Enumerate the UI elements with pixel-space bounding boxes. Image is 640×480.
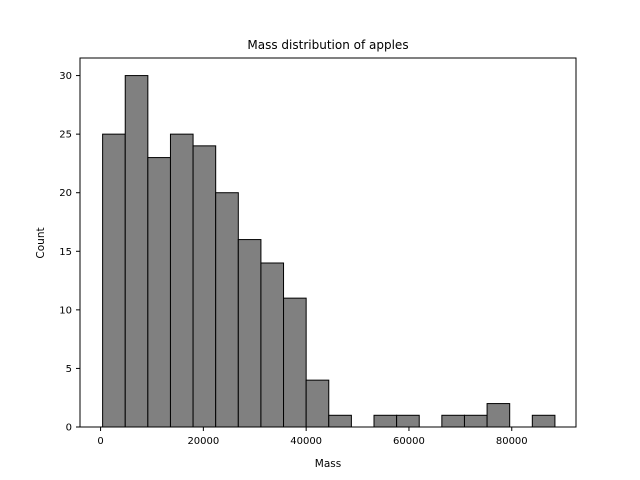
histogram-bar (147, 157, 171, 428)
y-tick-label: 15 (59, 247, 72, 258)
histogram-bar (237, 239, 262, 428)
x-tick-label: 40000 (290, 436, 322, 447)
histogram-bar (531, 414, 556, 428)
y-axis-label: Count (35, 227, 47, 258)
histogram-bar (441, 414, 465, 428)
histogram-bar (192, 145, 217, 428)
y-tick-label: 10 (59, 305, 72, 316)
histogram-bar (305, 379, 330, 428)
x-axis-label: Mass (315, 458, 341, 470)
chart-title: Mass distribution of apples (247, 38, 408, 52)
x-tick-label: 20000 (187, 436, 219, 447)
histogram-bar (328, 414, 352, 428)
x-tick-label: 0 (97, 436, 103, 447)
y-tick-label: 5 (66, 364, 72, 375)
x-axis-ticks: 0 20000 40000 60000 80000 (97, 427, 528, 447)
plot-frame (79, 57, 577, 428)
histogram-bar (124, 75, 149, 428)
histogram-bar (260, 262, 285, 428)
y-tick-label: 20 (59, 188, 72, 199)
y-tick-label: 30 (59, 71, 72, 82)
histogram-bar (169, 133, 194, 428)
histogram-bar (396, 414, 420, 428)
histogram-bar (373, 414, 398, 428)
y-tick-label: 25 (59, 130, 72, 141)
histogram-bar (283, 297, 307, 428)
y-tick-label: 0 (66, 423, 72, 434)
histogram-bar (215, 192, 239, 428)
histogram-bar (486, 403, 511, 428)
histogram-bar (463, 414, 488, 428)
bars-group (102, 75, 556, 428)
x-tick-label: 60000 (393, 436, 425, 447)
histogram-bar (102, 133, 126, 428)
y-axis-ticks: 0 5 10 15 20 25 30 (59, 71, 80, 434)
x-tick-label: 80000 (496, 436, 528, 447)
